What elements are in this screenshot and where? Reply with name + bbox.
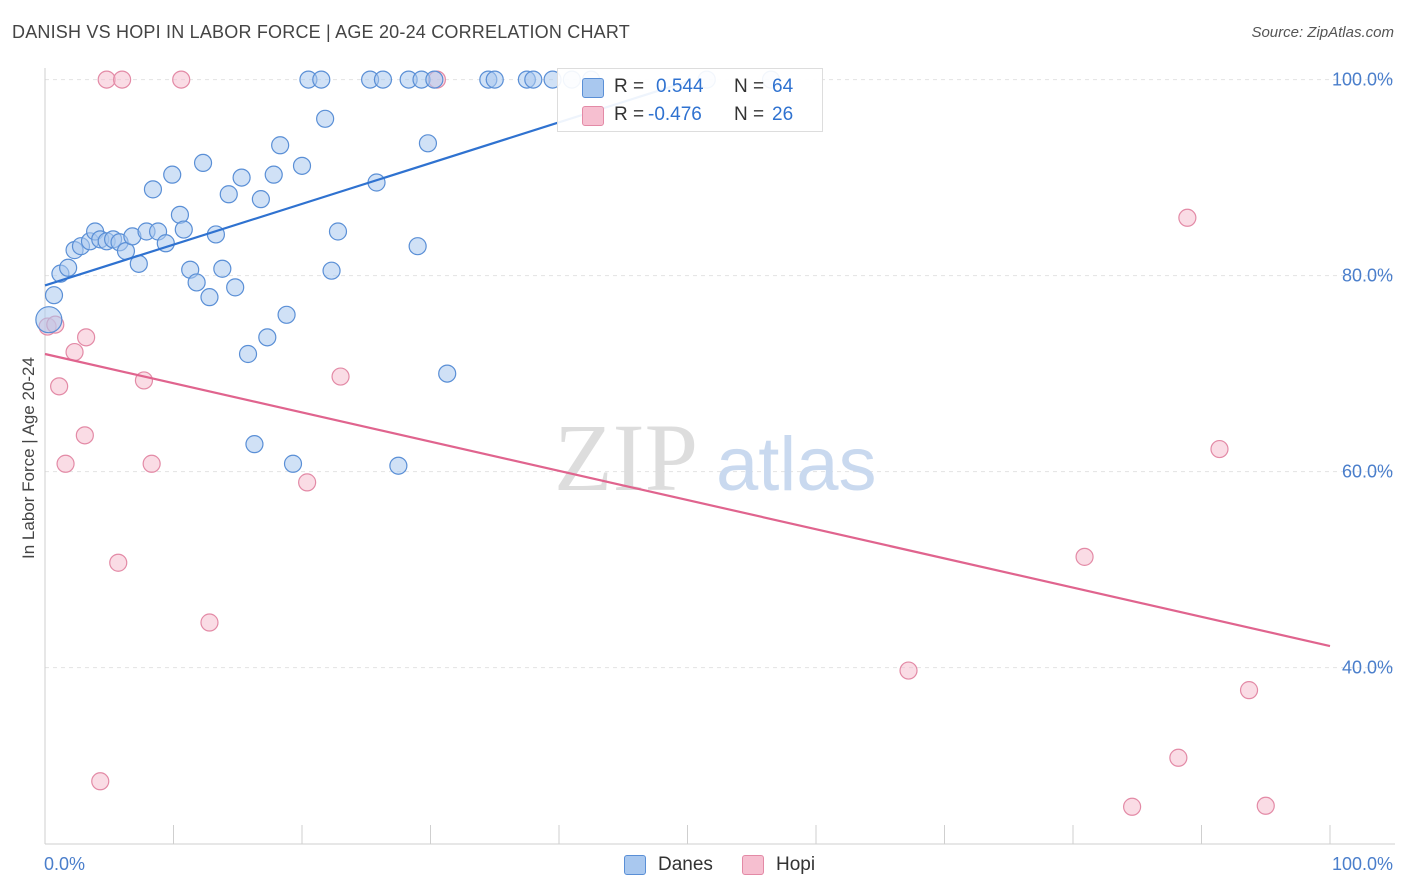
danes-point xyxy=(312,70,331,89)
danes-point xyxy=(143,180,163,199)
r-label: R = xyxy=(614,104,645,125)
danes-point xyxy=(292,156,312,175)
watermark: ZIP atlas xyxy=(554,404,877,511)
danes-point xyxy=(163,165,182,184)
danes-point xyxy=(219,185,238,204)
grid-layer xyxy=(45,79,1395,669)
stats-row-danes: R = 0.544 N = 64 xyxy=(558,72,822,100)
danes-point xyxy=(485,70,504,89)
danes-point xyxy=(59,258,78,277)
hopi-point xyxy=(1239,681,1259,700)
hopi-point xyxy=(109,553,128,572)
hopi-point xyxy=(899,661,918,680)
danes-point xyxy=(232,168,251,187)
hopi-point xyxy=(1210,439,1229,459)
hopi-point xyxy=(298,473,317,492)
r-value: 0.544 xyxy=(656,76,704,97)
danes-point xyxy=(238,344,258,364)
axis-layer xyxy=(44,68,1395,845)
hopi-point xyxy=(65,342,84,362)
hopi-point xyxy=(91,772,110,791)
hopi-swatch xyxy=(582,106,604,126)
trendlines xyxy=(44,80,1331,648)
danes-point xyxy=(438,364,457,383)
danes-point xyxy=(277,305,296,324)
hopi-point xyxy=(77,328,96,347)
n-label: N = xyxy=(734,76,765,97)
danes-point xyxy=(258,328,277,347)
hopi-point xyxy=(1178,208,1197,227)
y-tick-label: 40.0% xyxy=(1342,658,1393,678)
danes-point xyxy=(213,259,232,278)
danes-point xyxy=(425,70,444,89)
danes-point xyxy=(328,222,348,241)
danes-point xyxy=(251,190,270,209)
x-tick-label: 100.0% xyxy=(1332,854,1393,874)
hopi-point xyxy=(200,613,219,632)
n-value: 26 xyxy=(772,104,794,125)
watermark-atlas: atlas xyxy=(716,422,877,507)
danes-point xyxy=(418,134,438,153)
danes-point xyxy=(44,286,64,305)
danes-point xyxy=(226,278,245,297)
stats-box: R = 0.544 N = 64 R = -0.476 N = 26 xyxy=(557,68,823,132)
hopi-legend-swatch xyxy=(742,855,764,875)
hopi-point xyxy=(56,454,75,473)
hopi-point xyxy=(331,367,350,386)
hopi-point xyxy=(172,70,191,89)
danes-point xyxy=(35,306,63,334)
legend-item-hopi[interactable]: Hopi xyxy=(742,852,815,878)
tick-labels: 100.0% 80.0% 60.0% 40.0% 0.0% 100.0% xyxy=(44,70,1393,874)
danes-point xyxy=(373,70,393,89)
hopi-point xyxy=(97,70,116,89)
watermark-zip: ZIP xyxy=(554,404,698,511)
hopi-point xyxy=(1123,797,1142,816)
danes-legend-swatch xyxy=(624,855,646,875)
danes-point xyxy=(264,165,283,184)
x-tick-label: 0.0% xyxy=(44,854,85,874)
source-credit: Source: ZipAtlas.com xyxy=(1251,24,1394,41)
hopi-point xyxy=(1256,796,1275,815)
y-tick-label: 80.0% xyxy=(1342,266,1393,286)
legend-item-danes[interactable]: Danes xyxy=(624,852,713,878)
danes-point xyxy=(271,136,290,155)
r-value: -0.476 xyxy=(648,104,702,125)
danes-point xyxy=(174,220,193,239)
hopi-trendline xyxy=(44,352,1331,648)
stats-row-hopi: R = -0.476 N = 26 xyxy=(558,100,822,128)
danes-point xyxy=(187,273,206,292)
danes-point xyxy=(200,288,219,307)
hopi-point xyxy=(1169,748,1188,767)
r-label: R = xyxy=(614,76,645,97)
danes-point xyxy=(283,454,303,473)
hopi-point xyxy=(75,426,94,445)
n-value: 64 xyxy=(772,76,794,97)
danes-swatch xyxy=(582,78,604,98)
hopi-point xyxy=(112,70,132,89)
legend-label-hopi: Hopi xyxy=(776,854,816,875)
legend-label-danes: Danes xyxy=(658,854,713,875)
danes-point xyxy=(408,237,427,256)
y-tick-label: 60.0% xyxy=(1342,462,1393,482)
danes-point xyxy=(193,153,213,172)
danes-point xyxy=(245,435,264,454)
danes-point xyxy=(322,261,341,280)
danes-point xyxy=(316,109,335,128)
y-axis-label: In Labor Force | Age 20-24 xyxy=(19,357,38,559)
hopi-point xyxy=(142,454,161,473)
n-label: N = xyxy=(734,104,765,125)
danes-point xyxy=(524,70,543,89)
danes-point xyxy=(389,456,408,475)
hopi-point xyxy=(50,377,69,396)
y-tick-label: 100.0% xyxy=(1332,70,1393,90)
hopi-point xyxy=(1075,547,1094,566)
chart-title: DANISH VS HOPI IN LABOR FORCE | AGE 20-2… xyxy=(12,22,630,42)
